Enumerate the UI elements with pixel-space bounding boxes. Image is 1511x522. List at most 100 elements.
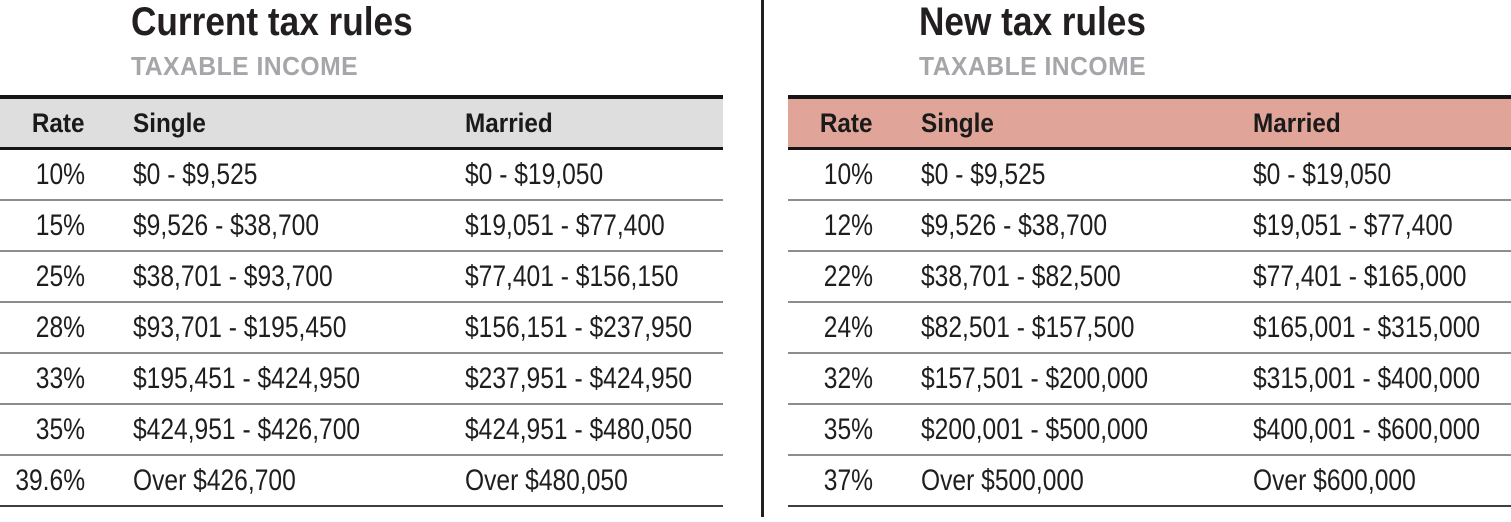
single-cell: $9,526 - $38,700 (133, 209, 465, 243)
table-row: 15% $9,526 - $38,700 $19,051 - $77,400 (0, 201, 723, 252)
single-cell: $195,451 - $424,950 (133, 362, 465, 396)
rate-value: 10% (35, 157, 85, 191)
table-row: 39.6% Over $426,700 Over $480,050 (0, 456, 723, 507)
rate-value: 24% (823, 310, 873, 344)
new-table-subtitle-text: TAXABLE INCOME (919, 51, 1147, 81)
single-column-header: Single (133, 108, 465, 139)
married-value: $77,401 - $156,150 (465, 259, 679, 293)
current-table-subtitle: TAXABLE INCOME (131, 52, 370, 80)
single-value: $9,526 - $38,700 (133, 208, 320, 242)
table-row: 10% $0 - $9,525 $0 - $19,050 (0, 150, 723, 201)
married-cell: $77,401 - $165,000 (1253, 260, 1511, 294)
vertical-divider (761, 0, 764, 517)
rate-value: 32% (823, 361, 873, 395)
rate-cell: 33% (0, 362, 85, 396)
new-table-header-row: Rate Single Married (788, 99, 1511, 150)
married-cell: $156,151 - $237,950 (465, 311, 723, 345)
rate-value: 37% (823, 463, 873, 497)
married-value: Over $480,050 (465, 463, 628, 497)
current-table-header-row: Rate Single Married (0, 99, 723, 150)
single-value: $200,001 - $500,000 (921, 412, 1149, 446)
single-value: $93,701 - $195,450 (133, 310, 347, 344)
single-value: Over $500,000 (921, 463, 1084, 497)
rate-column-header-text: Rate (32, 107, 85, 138)
single-cell: Over $500,000 (921, 464, 1253, 498)
rate-cell: 37% (788, 464, 873, 498)
married-cell: $19,051 - $77,400 (465, 209, 723, 243)
current-table-title-text: Current tax rules (131, 0, 413, 44)
single-value: $38,701 - $82,500 (921, 259, 1121, 293)
new-table-subtitle: TAXABLE INCOME (919, 52, 1158, 80)
single-cell: $0 - $9,525 (921, 158, 1253, 192)
married-cell: $165,001 - $315,000 (1253, 311, 1511, 345)
single-cell: $157,501 - $200,000 (921, 362, 1253, 396)
current-table-title: Current tax rules (131, 0, 451, 44)
rate-cell: 32% (788, 362, 873, 396)
single-column-header-text: Single (133, 107, 206, 138)
married-column-header: Married (1253, 108, 1511, 139)
married-cell: $0 - $19,050 (465, 158, 723, 192)
table-row: 24% $82,501 - $157,500 $165,001 - $315,0… (788, 303, 1511, 354)
rate-value: 39.6% (15, 463, 86, 497)
married-cell: $0 - $19,050 (1253, 158, 1511, 192)
single-value: $195,451 - $424,950 (133, 361, 361, 395)
single-column-header: Single (921, 108, 1253, 139)
married-cell: $19,051 - $77,400 (1253, 209, 1511, 243)
rate-cell: 25% (0, 260, 85, 294)
rate-cell: 15% (0, 209, 85, 243)
table-row: 33% $195,451 - $424,950 $237,951 - $424,… (0, 354, 723, 405)
single-value: $424,951 - $426,700 (133, 412, 361, 446)
current-table-subtitle-text: TAXABLE INCOME (131, 51, 359, 81)
married-column-header-text: Married (1253, 107, 1341, 138)
rate-cell: 35% (0, 413, 85, 447)
table-row: 25% $38,701 - $93,700 $77,401 - $156,150 (0, 252, 723, 303)
current-tax-table: Rate Single Married 10% $0 - $9,525 $0 -… (0, 95, 723, 507)
single-cell: $82,501 - $157,500 (921, 311, 1253, 345)
table-row: 35% $424,951 - $426,700 $424,951 - $480,… (0, 405, 723, 456)
married-value: $237,951 - $424,950 (465, 361, 693, 395)
married-value: $165,001 - $315,000 (1253, 310, 1481, 344)
single-value: $157,501 - $200,000 (921, 361, 1149, 395)
table-row: 28% $93,701 - $195,450 $156,151 - $237,9… (0, 303, 723, 354)
married-value: $19,051 - $77,400 (1253, 208, 1453, 242)
rate-value: 10% (823, 157, 873, 191)
single-value: $82,501 - $157,500 (921, 310, 1135, 344)
table-row: 22% $38,701 - $82,500 $77,401 - $165,000 (788, 252, 1511, 303)
married-value: $77,401 - $165,000 (1253, 259, 1467, 293)
married-value: $400,001 - $600,000 (1253, 412, 1481, 446)
rate-cell: 10% (788, 158, 873, 192)
table-row: 12% $9,526 - $38,700 $19,051 - $77,400 (788, 201, 1511, 252)
single-cell: $424,951 - $426,700 (133, 413, 465, 447)
married-value: $19,051 - $77,400 (465, 208, 665, 242)
rate-cell: 39.6% (0, 464, 85, 498)
current-tax-rules-panel: Current tax rules TAXABLE INCOME Rate Si… (0, 0, 723, 522)
rate-value: 35% (35, 412, 85, 446)
rate-cell: 12% (788, 209, 873, 243)
single-cell: $38,701 - $82,500 (921, 260, 1253, 294)
married-cell: Over $600,000 (1253, 464, 1511, 498)
married-cell: $400,001 - $600,000 (1253, 413, 1511, 447)
rate-cell: 22% (788, 260, 873, 294)
single-column-header-text: Single (921, 107, 994, 138)
single-value: $38,701 - $93,700 (133, 259, 333, 293)
married-cell: $77,401 - $156,150 (465, 260, 723, 294)
married-value: $0 - $19,050 (1253, 157, 1392, 191)
new-tax-table: Rate Single Married 10% $0 - $9,525 $0 -… (788, 95, 1511, 507)
single-cell: $9,526 - $38,700 (921, 209, 1253, 243)
single-cell: $93,701 - $195,450 (133, 311, 465, 345)
rate-cell: 28% (0, 311, 85, 345)
rate-column-header: Rate (788, 108, 873, 139)
table-row: 35% $200,001 - $500,000 $400,001 - $600,… (788, 405, 1511, 456)
married-value: Over $600,000 (1253, 463, 1416, 497)
single-value: $0 - $9,525 (133, 157, 258, 191)
married-cell: $237,951 - $424,950 (465, 362, 723, 396)
rate-column-header-text: Rate (820, 107, 873, 138)
married-value: $315,001 - $400,000 (1253, 361, 1481, 395)
married-column-header-text: Married (465, 107, 553, 138)
new-tax-rules-panel: New tax rules TAXABLE INCOME Rate Single… (788, 0, 1511, 522)
table-row: 37% Over $500,000 Over $600,000 (788, 456, 1511, 507)
single-cell: $38,701 - $93,700 (133, 260, 465, 294)
rate-cell: 10% (0, 158, 85, 192)
single-cell: $200,001 - $500,000 (921, 413, 1253, 447)
married-cell: $315,001 - $400,000 (1253, 362, 1511, 396)
